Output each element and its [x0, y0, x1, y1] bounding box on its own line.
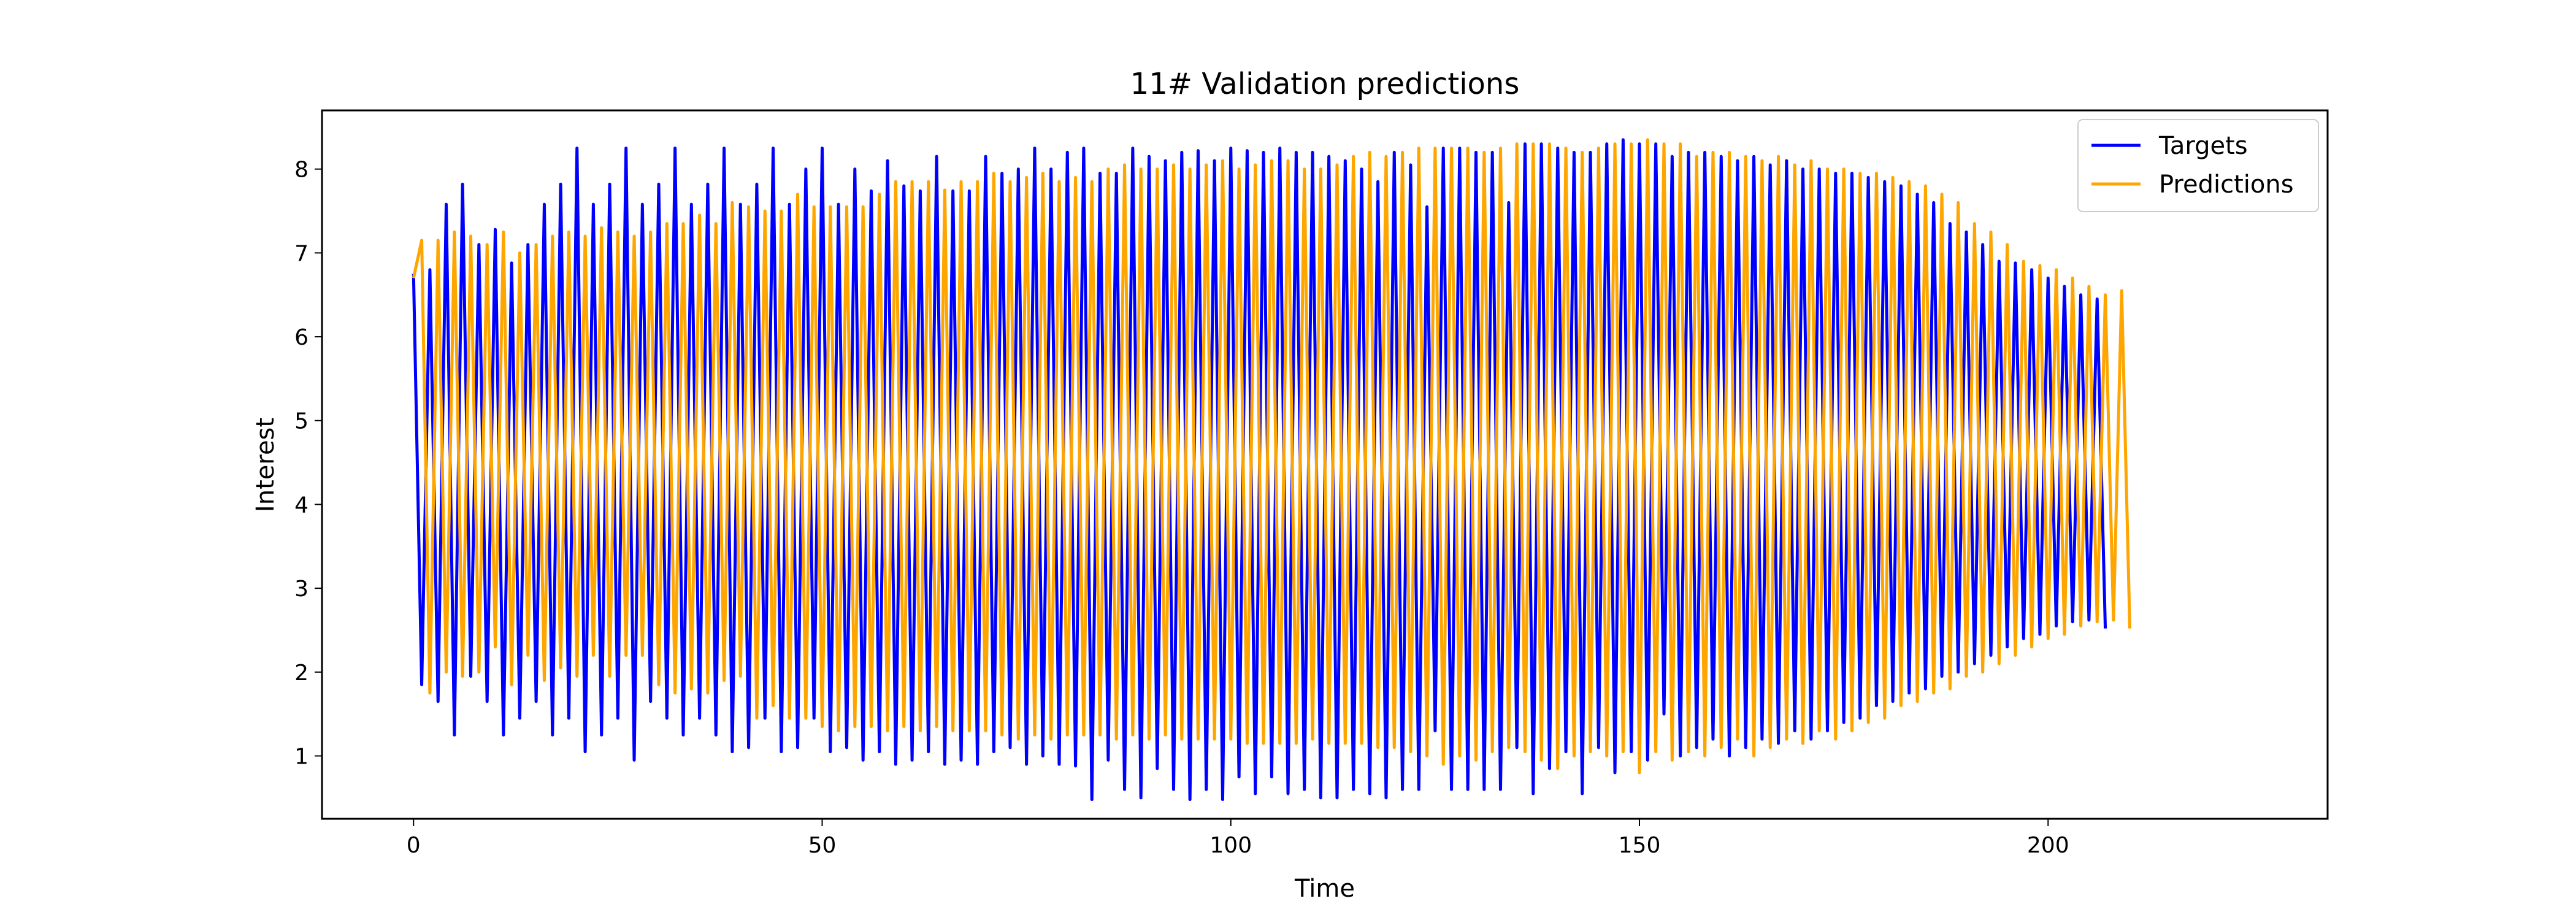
series-line-predictions — [412, 138, 2132, 775]
x-tick-label: 100 — [1209, 833, 1252, 858]
x-axis: 0 50 100 150 200 — [407, 819, 2069, 858]
y-axis: 1 2 3 4 5 6 7 8 — [294, 158, 322, 769]
legend-label-targets: Targets — [2158, 132, 2248, 160]
y-axis-label: Interest — [251, 418, 280, 512]
y-tick-label: 3 — [294, 577, 309, 602]
y-tick-label: 5 — [294, 409, 309, 434]
x-tick-label: 0 — [407, 833, 421, 858]
x-tick-label: 50 — [808, 833, 837, 858]
y-tick-label: 1 — [294, 744, 309, 769]
y-tick-label: 8 — [294, 158, 309, 183]
x-axis-label: Time — [1294, 875, 1355, 903]
series-layer — [412, 138, 2132, 802]
y-tick-label: 7 — [294, 241, 309, 266]
x-tick-label: 200 — [2027, 833, 2069, 858]
legend-box — [2077, 119, 2319, 212]
legend-label-predictions: Predictions — [2159, 171, 2294, 199]
plot-frame — [321, 109, 2329, 820]
y-tick-label: 6 — [294, 325, 309, 350]
legend: Targets Predictions — [2077, 119, 2319, 212]
chart-title: 11# Validation predictions — [1130, 67, 1520, 101]
x-tick-label: 150 — [1619, 833, 1661, 858]
y-tick-label: 2 — [294, 661, 309, 686]
y-tick-label: 4 — [294, 493, 309, 518]
